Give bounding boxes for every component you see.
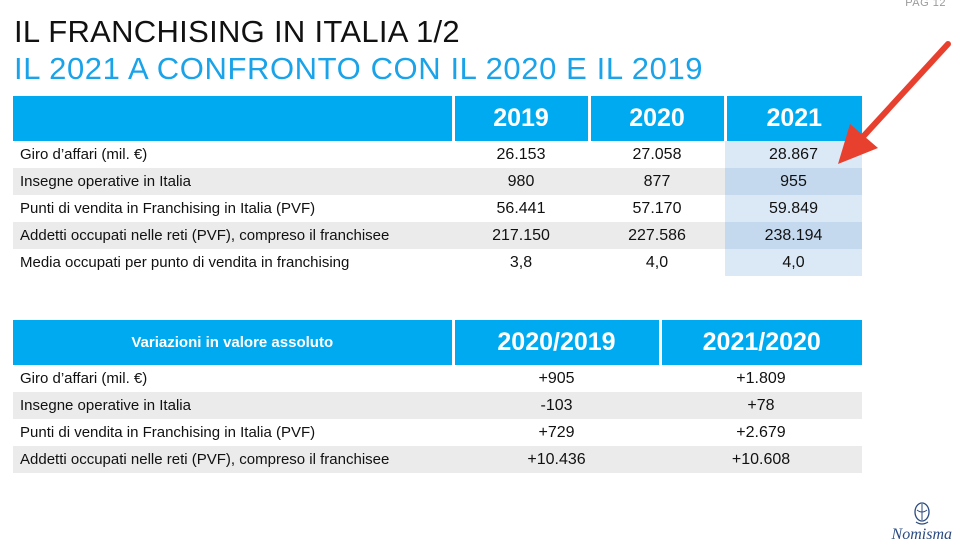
header-2020: 2020 xyxy=(587,96,725,141)
row-label: Media occupati per punto di vendita in f… xyxy=(20,254,350,271)
cell-2019: 217.150 xyxy=(453,222,589,249)
header-2019: 2019 xyxy=(451,96,589,141)
years-comparison-table: 2019 2020 2021 Giro d’affari (mil. €) 26… xyxy=(13,96,862,276)
cell-2020-2019: +905 xyxy=(538,369,575,387)
cell-2021-2020: +2.679 xyxy=(736,423,786,441)
page-title: IL FRANCHISING IN ITALIA 1/2 xyxy=(14,14,460,49)
header-empty-cell xyxy=(13,96,453,141)
cell-2019: 26.153 xyxy=(496,145,546,163)
cell-2021-2020: +10.608 xyxy=(660,446,862,473)
cell-2019: 3,8 xyxy=(509,253,533,271)
cell-2019: 56.441 xyxy=(496,199,546,217)
years-header-row: 2019 2020 2021 xyxy=(13,96,862,141)
cell-2021: 59.849 xyxy=(725,195,862,222)
table-row: Punti di vendita in Franchising in Itali… xyxy=(13,419,862,446)
row-label: Giro d’affari (mil. €) xyxy=(20,146,148,163)
cell-2020-2019: +10.436 xyxy=(453,446,660,473)
row-label: Insegne operative in Italia xyxy=(13,168,453,195)
table-row: Insegne operative in Italia -103 +78 xyxy=(13,392,862,419)
row-label: Punti di vendita in Franchising in Itali… xyxy=(20,424,316,441)
page-number: PAG 12 xyxy=(905,0,946,9)
cell-2020: 227.586 xyxy=(589,222,725,249)
row-label: Giro d’affari (mil. €) xyxy=(20,370,148,387)
table-row: Giro d’affari (mil. €) +905 +1.809 xyxy=(13,365,862,392)
header-2021-2020: 2021/2020 xyxy=(658,320,862,365)
logo-wordmark: Nomisma xyxy=(891,526,952,543)
table-row: Insegne operative in Italia 980 877 955 xyxy=(13,168,862,195)
cell-2021: 955 xyxy=(725,168,862,195)
table-row: Giro d’affari (mil. €) 26.153 27.058 28.… xyxy=(13,141,862,168)
cell-2020: 877 xyxy=(589,168,725,195)
cell-2020-2019: -103 xyxy=(453,392,660,419)
table-row: Addetti occupati nelle reti (PVF), compr… xyxy=(13,222,862,249)
cell-2021-2020: +78 xyxy=(660,392,862,419)
row-label: Insegne operative in Italia xyxy=(13,392,453,419)
red-arrow-icon xyxy=(838,41,951,164)
cell-2020: 57.170 xyxy=(632,199,682,217)
cell-2020: 27.058 xyxy=(632,145,682,163)
table-row: Media occupati per punto di vendita in f… xyxy=(13,249,862,276)
cell-2021-2020: +1.809 xyxy=(736,369,786,387)
header-variations-label: Variazioni in valore assoluto xyxy=(13,320,453,365)
page-subtitle: IL 2021 A CONFRONTO CON IL 2020 E IL 201… xyxy=(14,51,704,86)
row-label: Addetti occupati nelle reti (PVF), compr… xyxy=(13,446,453,473)
cell-2019: 980 xyxy=(453,168,589,195)
nomisma-logo: Nomisma xyxy=(892,500,952,544)
row-label: Punti di vendita in Franchising in Itali… xyxy=(20,200,316,217)
row-label: Addetti occupati nelle reti (PVF), compr… xyxy=(13,222,453,249)
crest-icon xyxy=(914,502,930,525)
table-row: Addetti occupati nelle reti (PVF), compr… xyxy=(13,446,862,473)
cell-2020-2019: +729 xyxy=(538,423,575,441)
cell-2021: 4,0 xyxy=(725,249,862,276)
header-2021: 2021 xyxy=(723,96,862,141)
header-2020-2019: 2020/2019 xyxy=(451,320,660,365)
cell-2021: 238.194 xyxy=(725,222,862,249)
variations-header-row: Variazioni in valore assoluto 2020/2019 … xyxy=(13,320,862,365)
cell-2020: 4,0 xyxy=(645,253,669,271)
variations-table: Variazioni in valore assoluto 2020/2019 … xyxy=(13,320,862,473)
table-row: Punti di vendita in Franchising in Itali… xyxy=(13,195,862,222)
